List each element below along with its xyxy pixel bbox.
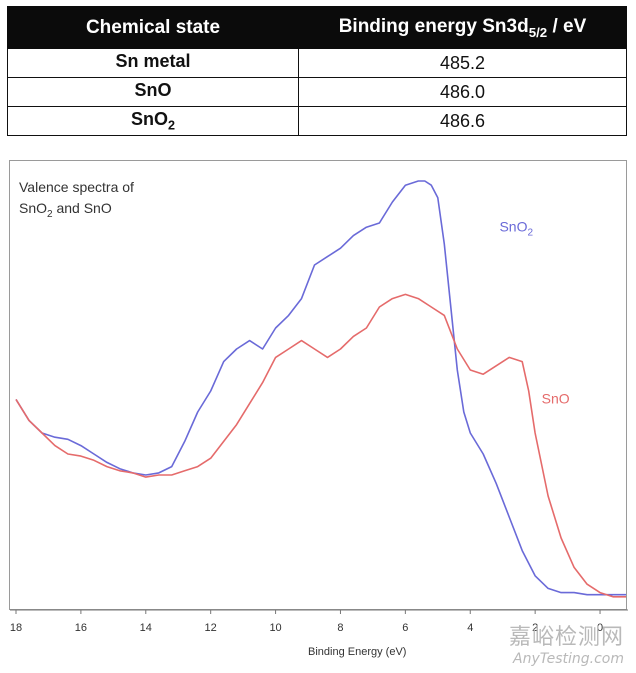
x-tick-label: 8 — [337, 622, 343, 634]
state-cell: Sn metal — [7, 48, 299, 78]
header-chemical-state: Chemical state — [7, 6, 299, 49]
energy-cell: 486.6 — [298, 106, 627, 136]
chart-title-line2: SnO2 and SnO — [19, 200, 112, 220]
table-header-row: Chemical state Binding energy Sn3d5/2 / … — [7, 6, 627, 49]
x-tick-label: 16 — [75, 622, 87, 634]
watermark-cn: 嘉峪检测网 — [508, 625, 624, 650]
valence-spectra-chart: Valence spectra of SnO2 and SnO 18 16 14 12… — [9, 160, 628, 658]
state-cell: SnO — [7, 77, 299, 107]
x-tick-label: 14 — [140, 622, 152, 634]
x-tick-label: 12 — [205, 622, 217, 634]
x-tick-label: 10 — [269, 622, 281, 634]
table-row: SnO2 486.6 — [7, 106, 627, 136]
series-label-sno: SnO — [542, 391, 570, 407]
series-label-sno2: SnO2 — [499, 218, 533, 238]
x-tick-label: 2 — [532, 622, 538, 634]
energy-cell: 486.0 — [298, 77, 627, 107]
binding-energy-table: Chemical state Binding energy Sn3d5/2 / … — [7, 6, 627, 136]
x-axis-label: Binding Energy (eV) — [308, 646, 406, 658]
x-tick-label: 18 — [10, 622, 22, 634]
state-cell: SnO2 — [7, 106, 299, 136]
watermark-en: AnyTesting.com — [513, 651, 624, 667]
chart-title-line1: Valence spectra of — [19, 179, 134, 195]
series-line-sno — [15, 293, 626, 598]
plot-layer: 18 16 14 12 10 8 6 4 2 0 SnO2 SnO — [10, 180, 628, 634]
table-row: Sn metal 485.2 — [7, 48, 627, 78]
table-row: SnO 486.0 — [7, 77, 627, 107]
x-tick-label: 4 — [467, 622, 473, 634]
x-tick-label: 0 — [597, 622, 603, 634]
energy-cell: 485.2 — [298, 48, 627, 78]
chart-svg: Valence spectra of SnO2 and SnO 18 16 14 12… — [10, 179, 628, 658]
header-binding-energy: Binding energy Sn3d5/2 / eV — [298, 6, 627, 49]
series-line-sno2 — [15, 180, 626, 596]
watermark: 嘉峪检测网 AnyTesting.com — [509, 619, 624, 667]
x-tick-label: 6 — [402, 622, 408, 634]
